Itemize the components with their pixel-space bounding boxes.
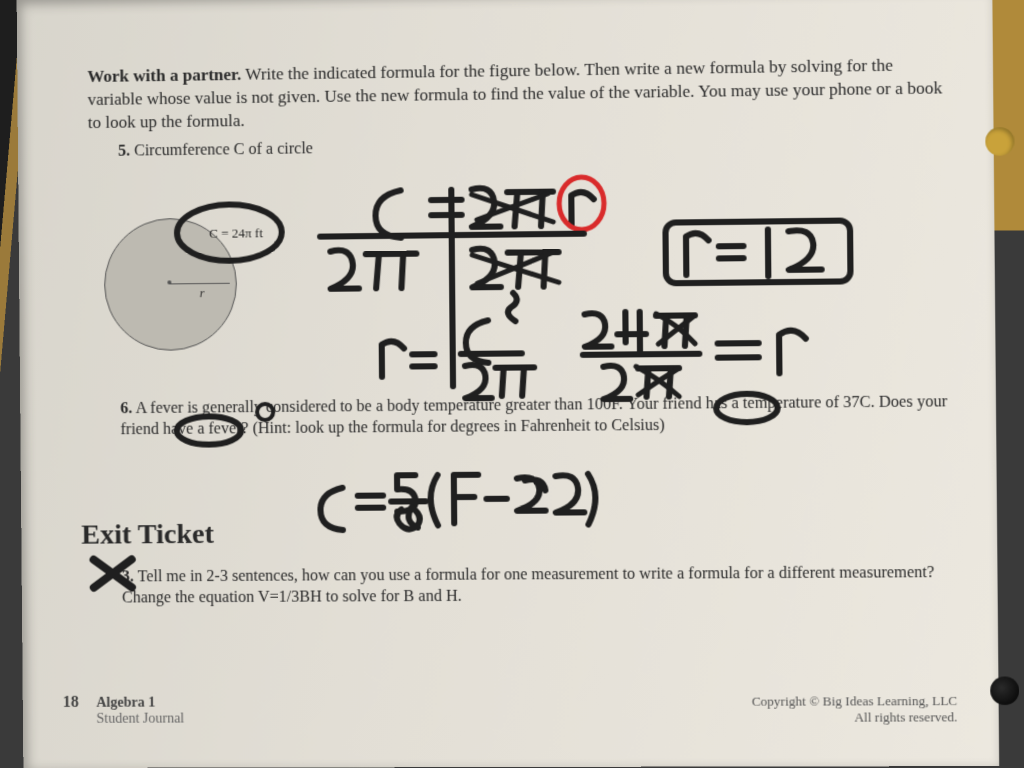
- problem-6-text: A fever is generally considered to be a …: [120, 393, 947, 438]
- problem-5-prompt: Circumference C of a circle: [134, 140, 313, 159]
- exit-ticket-heading: Exit Ticket: [81, 514, 956, 552]
- problem-6: 6. A fever is generally considered to be…: [120, 392, 955, 441]
- instructions: Work with a partner. Write the indicated…: [87, 54, 952, 135]
- exit-ticket-text: Tell me in 2-3 sentences, how can you us…: [122, 564, 935, 606]
- copyright-line2: All rights reserved.: [854, 709, 957, 725]
- punch-hole-icon: [985, 127, 1014, 156]
- problem-6-number: 6.: [120, 400, 132, 417]
- exit-ticket-question: 3. Tell me in 2-3 sentences, how can you…: [122, 563, 957, 609]
- photo-background: Work with a partner. Write the indicated…: [0, 0, 1024, 768]
- exit-ticket-section: Exit Ticket 3. Tell me in 2-3 sentences,…: [81, 514, 956, 625]
- page-content: Work with a partner. Write the indicated…: [87, 36, 952, 177]
- problem-5-number: 5.: [118, 142, 130, 159]
- page-number: 18: [63, 694, 93, 712]
- problem-5: 5. Circumference C of a circle: [118, 132, 952, 161]
- copyright: Copyright © Big Ideas Learning, LLC All …: [752, 693, 958, 726]
- book-title: Algebra 1: [96, 696, 155, 711]
- worksheet-page: Work with a partner. Write the indicated…: [17, 0, 1000, 768]
- radius-label: r: [200, 286, 205, 301]
- instructions-lead: Work with a partner.: [87, 65, 241, 86]
- page-footer: 18 Algebra 1 Student Journal Copyright ©…: [63, 691, 958, 728]
- circumference-label: C = 24π ft: [209, 225, 263, 242]
- center-dot: [167, 280, 171, 284]
- exit-ticket-number: 3.: [122, 568, 134, 585]
- copyright-line1: Copyright © Big Ideas Learning, LLC: [752, 693, 958, 709]
- circle-diagram: r C = 24π ft: [99, 207, 251, 359]
- punch-hole-icon: [990, 676, 1019, 705]
- book-subtitle: Student Journal: [96, 712, 184, 727]
